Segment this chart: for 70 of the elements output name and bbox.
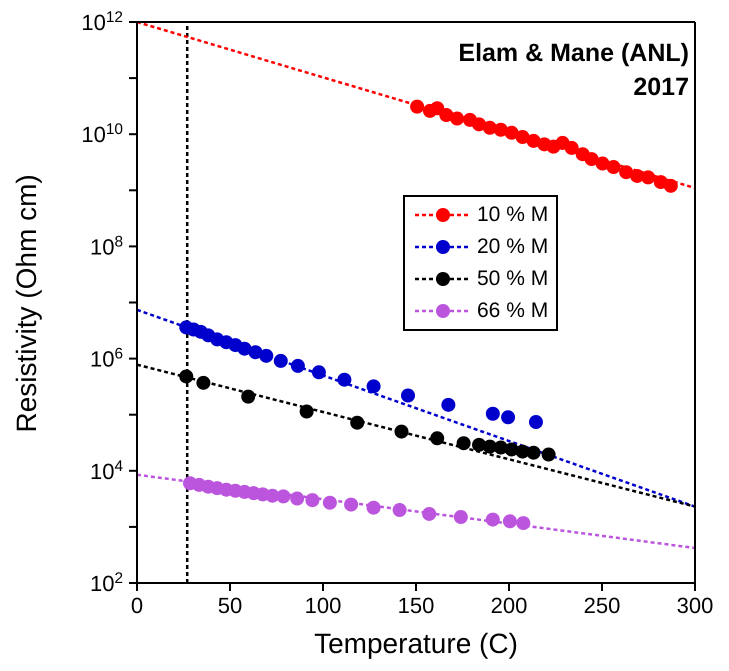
point: [564, 140, 579, 155]
point: [300, 404, 314, 419]
point: [366, 379, 381, 394]
x-tick-label: 150: [398, 593, 434, 618]
point: [312, 365, 326, 380]
point: [422, 506, 436, 521]
point: [290, 358, 305, 373]
x-tick-label: 200: [490, 593, 528, 618]
point: [401, 388, 415, 402]
point: [322, 496, 337, 510]
legend-label: 10 % M: [477, 203, 548, 227]
point: [366, 500, 381, 515]
point: [337, 372, 352, 387]
legend-label: 66 % M: [477, 299, 548, 323]
point: [290, 492, 304, 506]
point: [196, 376, 210, 390]
point: [504, 126, 519, 140]
point: [305, 493, 320, 508]
point: [274, 354, 288, 368]
y-tick-label: 10$^{12}$: [81, 8, 123, 35]
x-axis-title: Temperature (C): [314, 628, 518, 659]
point: [248, 345, 262, 360]
point: [486, 512, 500, 527]
point: [259, 348, 274, 363]
point: [526, 134, 541, 148]
x-tick-label: 250: [584, 593, 620, 618]
point: [430, 431, 444, 446]
y-axis-title: Resistivity (Ohm cm): [10, 174, 42, 432]
annotation: 2017: [632, 72, 689, 103]
point: [456, 436, 471, 450]
point: [619, 165, 634, 180]
point: [502, 514, 517, 528]
point: [472, 117, 486, 132]
point: [450, 112, 464, 126]
point: [350, 416, 364, 430]
point: [501, 410, 516, 424]
point: [596, 156, 610, 171]
x-tick-label: 50: [218, 593, 242, 618]
point: [516, 516, 530, 530]
point: [276, 489, 290, 504]
y-tick-label: 10$^{2}$: [90, 570, 123, 596]
point: [516, 130, 530, 144]
point: [392, 503, 407, 518]
point: [526, 446, 541, 460]
point: [241, 390, 256, 404]
y-tick-label: 10$^{10}$: [81, 120, 123, 148]
y-tick-label: 10$^{6}$: [90, 345, 123, 372]
point: [542, 448, 556, 462]
x-tick-label: 300: [676, 593, 714, 618]
point: [179, 369, 194, 384]
point: [430, 101, 444, 116]
annotation: Elam & Mane (ANL): [458, 38, 689, 69]
point: [394, 424, 408, 439]
legend-label: 50 % M: [477, 267, 548, 291]
point: [238, 342, 252, 356]
point: [344, 498, 358, 512]
point: [486, 406, 500, 421]
legend-label: 20 % M: [477, 235, 548, 259]
point: [664, 178, 678, 193]
y-tick-label: 10$^{4}$: [90, 457, 124, 484]
point: [584, 152, 599, 166]
point: [410, 100, 424, 114]
y-tick-label: 10$^{8}$: [90, 232, 123, 260]
point: [606, 160, 621, 174]
x-tick-label: 100: [304, 593, 342, 618]
point: [441, 398, 456, 412]
point: [454, 510, 468, 524]
point: [641, 170, 656, 184]
point: [528, 415, 543, 430]
x-tick-label: 0: [130, 593, 144, 618]
